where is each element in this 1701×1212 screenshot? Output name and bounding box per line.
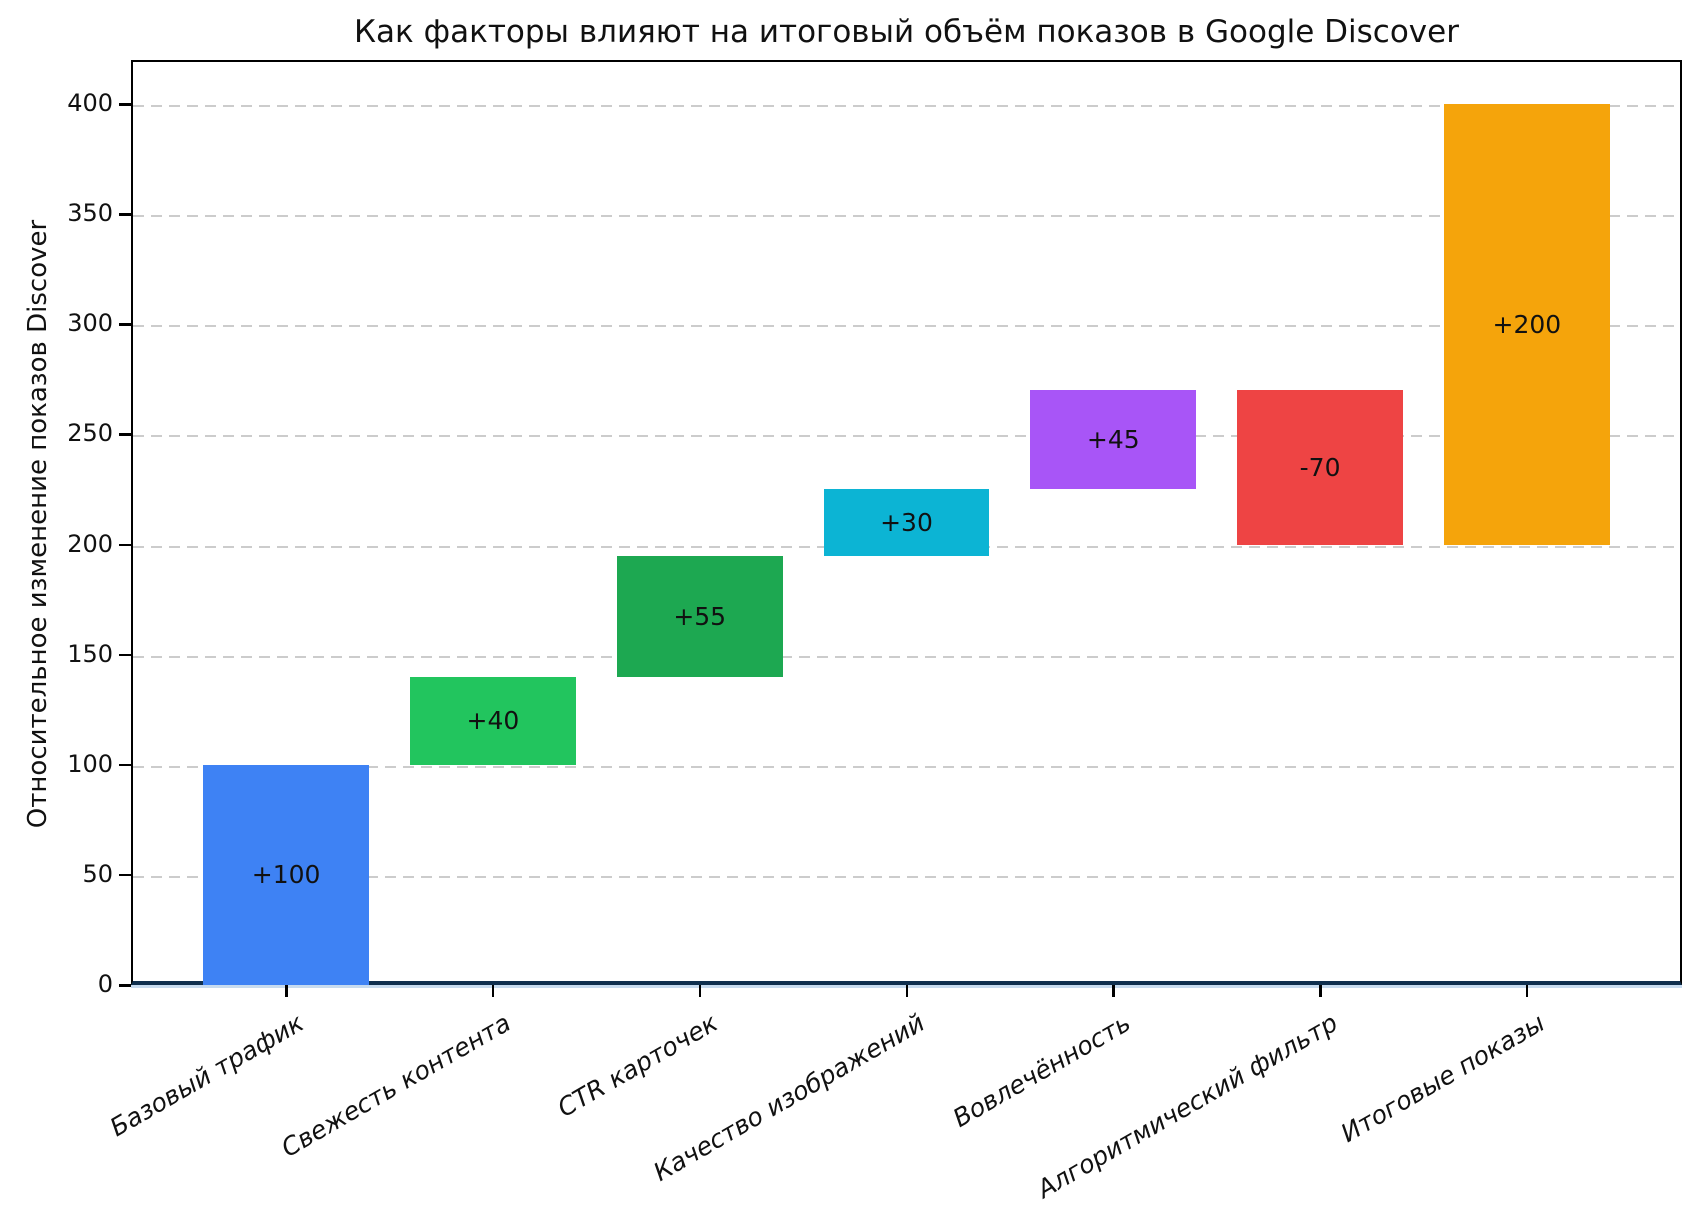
waterfall-bar-6: -70 [1237,390,1404,545]
waterfall-bar-2: +40 [409,676,576,765]
y-tick-mark [119,763,131,767]
x-tick-mark [285,985,288,997]
gridline-y-50 [133,875,1680,878]
y-tick-label: 100 [67,749,113,778]
bar-value-label: +100 [251,860,321,890]
x-category-label: CTR карточек [552,1008,723,1123]
x-tick-mark [491,985,495,997]
waterfall-bar-5: +45 [1030,390,1197,490]
x-tick-mark [1112,985,1115,997]
x-tick-mark [698,985,702,997]
x-tick-mark [905,985,908,997]
x-tick-mark [1525,985,1529,997]
y-tick-mark [119,543,131,547]
y-tick-mark [119,873,131,877]
y-tick-label: 350 [67,199,113,228]
y-tick-label: 200 [67,529,113,558]
chart-title: Как факторы влияют на итоговый объём пок… [354,14,1459,50]
waterfall-bar-7: +200 [1443,104,1610,545]
y-tick-label: 50 [82,859,113,888]
bar-value-label: +200 [1492,309,1562,339]
y-tick-label: 150 [67,639,113,668]
x-category-label: Базовый трафик [105,1008,309,1143]
bar-value-label: +55 [673,601,727,631]
waterfall-bar-4: +30 [823,489,990,556]
gridline-y-150 [133,655,1680,658]
gridline-y-400 [133,105,1680,108]
y-tick-label: 400 [67,89,113,118]
x-category-label: Свежесть контента [276,1008,516,1163]
bar-value-label: +30 [880,507,933,537]
waterfall-bar-1: +100 [203,764,370,985]
y-axis-label: Относительное изменение показов Discover [23,219,53,829]
x-category-label: Вовлечённость [948,1008,1136,1133]
y-tick-mark [119,433,131,436]
y-tick-mark [119,213,131,216]
y-tick-mark [119,323,131,326]
x-tick-mark [1319,985,1322,997]
y-tick-mark [119,653,131,657]
y-tick-mark [119,103,131,106]
bar-value-label: +40 [466,706,520,736]
waterfall-bar-3: +55 [616,555,783,677]
y-tick-label: 300 [67,309,113,338]
gridline-y-300 [133,325,1680,328]
bar-value-label: +45 [1086,425,1140,455]
bar-value-label: -70 [1299,452,1341,482]
gridline-y-350 [133,215,1680,218]
y-tick-label: 0 [97,970,113,998]
gridline-y-250 [133,435,1680,438]
x-category-label: Итоговые показы [1335,1008,1550,1149]
y-tick-label: 250 [67,419,113,448]
gridline-y-100 [133,765,1680,768]
y-tick-mark [119,984,131,987]
